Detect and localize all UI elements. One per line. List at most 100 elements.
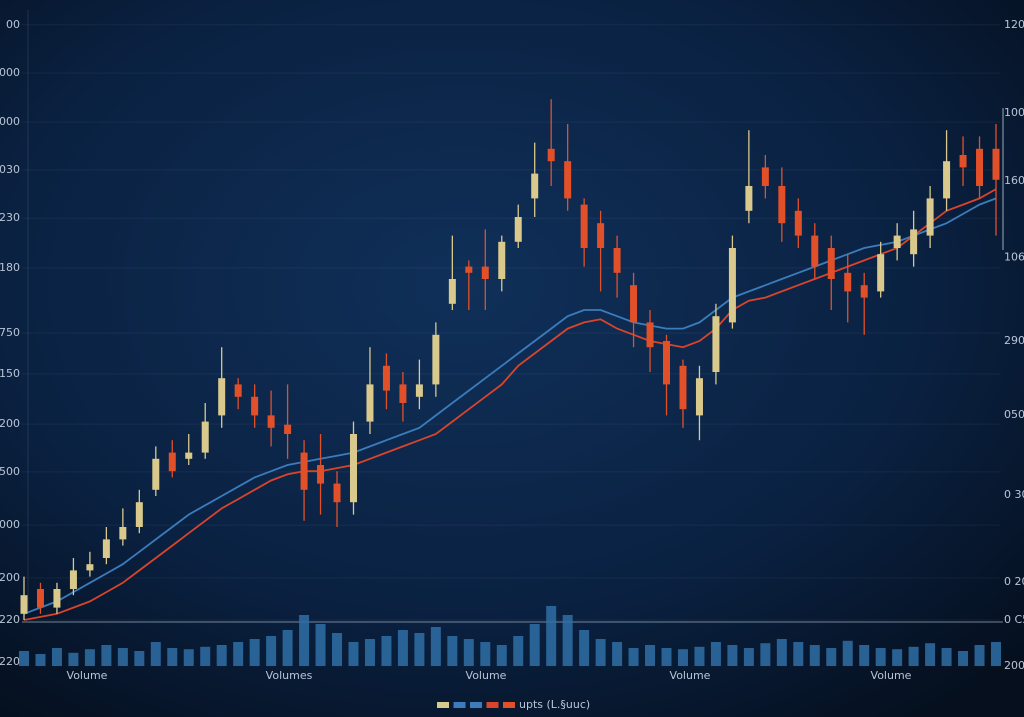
volume-bar	[167, 648, 178, 666]
volume-bar	[694, 646, 705, 666]
candle-body	[877, 254, 885, 292]
candle-body	[53, 589, 61, 608]
volume-bar	[35, 654, 46, 666]
volume-bar	[595, 639, 606, 666]
volume-bar	[925, 643, 936, 666]
volume-bar	[364, 639, 375, 666]
candle-body	[613, 248, 621, 273]
candle-body	[69, 570, 77, 589]
candle-body	[992, 148, 1000, 180]
candle-body	[86, 564, 94, 571]
volume-bar	[760, 643, 771, 666]
y-tick-label: 00	[6, 18, 20, 31]
y-tick-label: 220	[0, 613, 20, 626]
volume-bar	[908, 646, 919, 666]
candle-body	[465, 266, 473, 273]
y2-tick-label: 1600	[1004, 174, 1024, 187]
volume-bar	[233, 642, 244, 666]
candle-body	[794, 210, 802, 236]
candle-body	[36, 589, 44, 608]
candle-body	[349, 434, 357, 503]
volume-bar	[958, 651, 969, 666]
y-tick-label: 180	[0, 261, 20, 274]
volume-bar	[941, 648, 952, 666]
volume-bar	[546, 606, 557, 666]
candle-body	[976, 148, 984, 186]
volume-bar	[743, 648, 754, 666]
candle-body	[712, 316, 720, 372]
candle-body	[267, 415, 275, 428]
volume-bar	[793, 642, 804, 666]
legend-swatch	[437, 702, 449, 708]
volume-bar	[842, 640, 853, 666]
volume-bar	[727, 645, 738, 666]
volume-bar	[414, 633, 425, 666]
candle-body	[893, 235, 901, 248]
candle-body	[102, 539, 110, 558]
y-tick-label: 000	[0, 518, 20, 531]
candle-body	[251, 396, 259, 416]
volume-bar	[282, 630, 293, 666]
candle-body	[910, 229, 918, 255]
volume-bar	[315, 624, 326, 666]
volume-bar	[875, 648, 886, 666]
volume-bar	[68, 652, 79, 666]
volume-bar	[645, 645, 656, 666]
volume-bar	[150, 642, 161, 666]
volume-bar	[200, 646, 211, 666]
candle-body	[695, 378, 703, 416]
volume-bar	[51, 648, 62, 666]
candle-body	[943, 161, 951, 199]
volume-bar	[562, 615, 573, 666]
x-axis-label: Volumes	[266, 669, 313, 682]
candle-body	[926, 198, 934, 236]
candle-body	[514, 217, 522, 242]
legend-swatch	[470, 702, 482, 708]
y2-tick-label: 200	[1004, 659, 1024, 672]
y-tick-label: 750	[0, 326, 20, 339]
y2-tick-label: 0 300	[1004, 488, 1024, 501]
volume-bar	[134, 651, 145, 666]
candle-body	[778, 186, 786, 224]
candle-body	[448, 279, 456, 304]
volume-bar	[809, 645, 820, 666]
candle-body	[860, 285, 868, 298]
y-tick-label: 200	[0, 417, 20, 430]
y-tick-label: 000	[0, 115, 20, 128]
candle-body	[844, 272, 852, 292]
candle-body	[597, 223, 605, 248]
volume-bar	[447, 636, 458, 666]
volume-bar	[612, 642, 623, 666]
volume-bar	[628, 648, 639, 666]
candle-body	[20, 595, 28, 614]
candle-body	[333, 483, 341, 503]
candle-body	[580, 204, 588, 248]
volume-bar	[183, 649, 194, 666]
candle-body	[119, 527, 127, 540]
candle-body	[498, 241, 506, 279]
volume-bar	[216, 645, 227, 666]
y2-tick-label: 1060	[1004, 250, 1024, 263]
legend-swatch	[503, 702, 515, 708]
x-axis-label: Volume	[67, 669, 108, 682]
volume-bar	[19, 651, 29, 666]
y2-tick-label: 1000	[1004, 106, 1024, 119]
volume-bar	[397, 630, 408, 666]
volume-bar	[892, 649, 903, 666]
candle-body	[234, 384, 242, 397]
y2-tick-label: 1200	[1004, 18, 1024, 31]
volume-bar	[710, 642, 721, 666]
candle-body	[201, 421, 209, 453]
volume-bar	[859, 645, 870, 666]
volume-bar	[266, 636, 277, 666]
y2-tick-label: 0 200	[1004, 575, 1024, 588]
candle-body	[152, 458, 160, 490]
candle-body	[547, 148, 555, 162]
legend-label: upts (L.§uuc)	[519, 698, 590, 711]
volume-bar	[101, 645, 112, 666]
candle-body	[745, 186, 753, 211]
candle-body	[399, 384, 407, 403]
volume-bar	[299, 615, 310, 666]
